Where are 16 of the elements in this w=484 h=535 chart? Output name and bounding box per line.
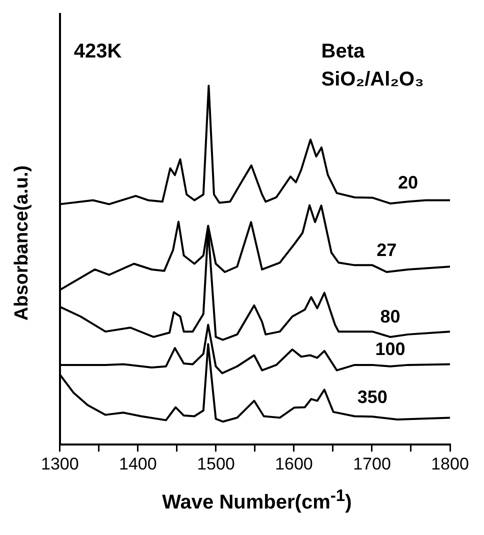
- x-tick-label: 1800: [431, 454, 469, 474]
- series-label: 20: [398, 172, 418, 193]
- x-tick-label: 1500: [197, 454, 235, 474]
- series-label: 350: [357, 386, 388, 407]
- series-label: 27: [376, 240, 397, 260]
- x-tick-label: 1700: [353, 454, 391, 474]
- series-label: 80: [380, 306, 400, 327]
- series-label: 100: [375, 339, 406, 360]
- x-tick-label: 1600: [275, 454, 313, 474]
- x-tick-label: 1400: [119, 454, 157, 474]
- y-axis-title: Absorbance(a.u.): [12, 165, 34, 321]
- text: Beta: [321, 40, 366, 63]
- x-axis-title: Wave Number(cm$^{-1}$): [161, 486, 353, 515]
- annotation: SiO₂/Al₂O₃: [321, 68, 424, 91]
- x-tick-label: 1300: [40, 454, 79, 474]
- text: 423K: [74, 40, 122, 63]
